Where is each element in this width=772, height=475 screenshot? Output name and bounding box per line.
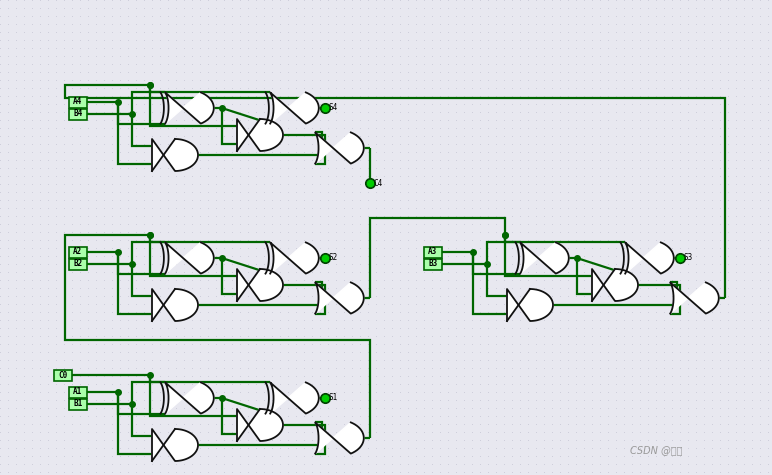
Polygon shape: [165, 242, 214, 274]
Text: S1: S1: [329, 393, 338, 402]
Polygon shape: [237, 409, 283, 441]
Text: CSDN @顾瀑: CSDN @顾瀑: [630, 445, 682, 455]
FancyBboxPatch shape: [69, 108, 87, 120]
FancyBboxPatch shape: [69, 258, 87, 269]
Text: S3: S3: [684, 254, 693, 263]
Polygon shape: [592, 269, 638, 301]
FancyBboxPatch shape: [69, 96, 87, 107]
Polygon shape: [237, 119, 283, 151]
Text: A2: A2: [73, 247, 83, 257]
Text: B2: B2: [73, 259, 83, 268]
Polygon shape: [237, 269, 283, 301]
Text: B1: B1: [73, 399, 83, 408]
Text: A3: A3: [428, 247, 438, 257]
Polygon shape: [670, 283, 719, 314]
Text: C0: C0: [59, 370, 68, 380]
Text: B3: B3: [428, 259, 438, 268]
FancyBboxPatch shape: [69, 387, 87, 398]
Polygon shape: [152, 139, 198, 171]
Text: A4: A4: [73, 97, 83, 106]
Polygon shape: [270, 242, 319, 274]
Text: S4: S4: [329, 104, 338, 113]
Text: C4: C4: [374, 179, 383, 188]
Text: S2: S2: [329, 254, 338, 263]
Polygon shape: [270, 382, 319, 414]
Polygon shape: [315, 133, 364, 163]
Polygon shape: [520, 242, 569, 274]
Polygon shape: [270, 93, 319, 124]
FancyBboxPatch shape: [69, 399, 87, 409]
FancyBboxPatch shape: [424, 247, 442, 257]
Polygon shape: [507, 289, 553, 321]
Text: A1: A1: [73, 388, 83, 397]
FancyBboxPatch shape: [69, 247, 87, 257]
Polygon shape: [315, 422, 364, 454]
FancyBboxPatch shape: [54, 370, 72, 380]
Text: B4: B4: [73, 110, 83, 118]
Polygon shape: [152, 429, 198, 461]
Polygon shape: [152, 289, 198, 321]
Polygon shape: [315, 283, 364, 314]
FancyBboxPatch shape: [424, 258, 442, 269]
Polygon shape: [165, 93, 214, 124]
Polygon shape: [625, 242, 674, 274]
Polygon shape: [165, 382, 214, 414]
